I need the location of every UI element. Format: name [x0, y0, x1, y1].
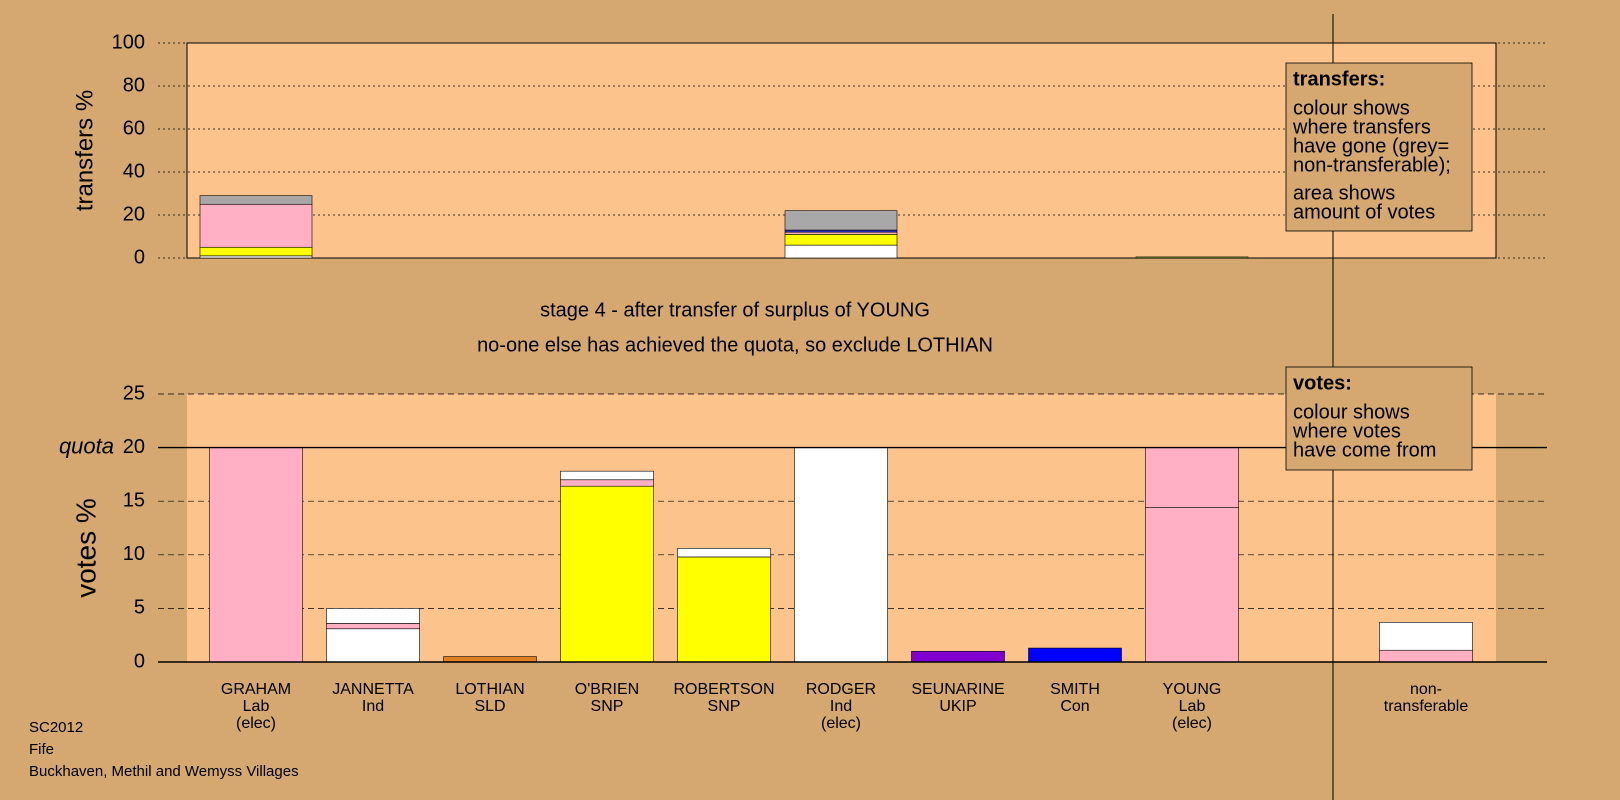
- x-tick-label-line: ROBERTSON: [673, 681, 774, 698]
- x-tick-label-line: LOTHIAN: [455, 681, 524, 698]
- bar-segment: [199, 203, 313, 248]
- footer-text: SC2012: [29, 719, 83, 736]
- x-tick-label-line: transferable: [1384, 698, 1469, 715]
- y-tick-label: 15: [123, 489, 145, 511]
- bar-segment: [560, 479, 654, 487]
- x-tick-label: LOTHIAN SLD: [455, 681, 524, 715]
- x-tick-label-line: SMITH: [1050, 681, 1100, 698]
- annotation-text: where transfers: [1292, 116, 1431, 138]
- x-tick-label-line: (elec): [1172, 715, 1212, 732]
- annotation-title: transfers:: [1293, 68, 1385, 90]
- x-tick-label-line: Lab: [1179, 698, 1206, 715]
- x-tick-label-line: Con: [1060, 698, 1089, 715]
- x-tick-label: JANNETTA Ind: [332, 681, 414, 715]
- y-tick-label: 0: [134, 650, 145, 672]
- bar-segment: [326, 628, 420, 663]
- annotation-text: amount of votes: [1293, 201, 1435, 223]
- footer-text: Fife: [29, 741, 54, 758]
- x-tick-label: non-transferable: [1384, 681, 1469, 715]
- y-tick-label: 0: [134, 246, 145, 268]
- bar-segment: [1379, 622, 1473, 651]
- bar-segment: [794, 447, 888, 663]
- bar-segment: [677, 556, 771, 663]
- x-tick-label-line: JANNETTA: [332, 681, 414, 698]
- bar-segment: [784, 234, 898, 246]
- y-tick-label: 10: [123, 543, 145, 565]
- bar-segment: [560, 470, 654, 481]
- x-tick-label: ROBERTSON SNP: [673, 681, 774, 715]
- bar-segment: [326, 608, 420, 624]
- x-tick-label: YOUNG Lab (elec): [1163, 681, 1222, 732]
- annotation-title: votes:: [1293, 372, 1352, 394]
- y-tick-label: 20: [123, 436, 145, 458]
- bar-segment: [199, 246, 313, 257]
- x-tick-label-line: SNP: [708, 698, 741, 715]
- x-tick-label-line: GRAHAM: [221, 681, 291, 698]
- x-tick-label: SEUNARINE UKIP: [911, 681, 1004, 715]
- x-tick-label-line: Lab: [243, 698, 270, 715]
- bar-segment: [1379, 649, 1473, 663]
- bar-segment: [209, 447, 303, 663]
- bar-segment: [677, 548, 771, 558]
- x-tick-label-line: (elec): [821, 715, 861, 732]
- annotation-text: where votes: [1292, 420, 1401, 442]
- y-axis-label: transfers %: [71, 90, 98, 211]
- footer-text: Buckhaven, Methil and Wemyss Villages: [29, 763, 299, 780]
- y-tick-label: 40: [123, 160, 145, 182]
- x-tick-label-line: O'BRIEN: [575, 681, 639, 698]
- bar-segment: [560, 485, 654, 663]
- bar-segment: [199, 195, 313, 205]
- x-tick-label-line: non-: [1410, 681, 1442, 698]
- annotation-text: non-transferable);: [1293, 154, 1451, 176]
- bar-segment: [326, 623, 420, 630]
- bar-segment: [911, 650, 1005, 663]
- bar-segment: [784, 244, 898, 259]
- x-tick-label-line: RODGER: [806, 681, 876, 698]
- x-tick-label: O'BRIEN SNP: [575, 681, 639, 715]
- bar-segment: [784, 229, 898, 233]
- subtitle: no-one else has achieved the quota, so e…: [477, 334, 993, 356]
- annotation-text: area shows: [1293, 182, 1395, 204]
- annotation-box: [1285, 366, 1473, 471]
- x-tick-label-line: SNP: [591, 698, 624, 715]
- y-tick-label: 60: [123, 117, 145, 139]
- x-tick-label-line: UKIP: [939, 698, 976, 715]
- y-tick-label: 100: [112, 31, 145, 53]
- x-tick-label-line: Ind: [830, 698, 852, 715]
- x-tick-label-line: SLD: [474, 698, 505, 715]
- x-tick-label-line: Ind: [362, 698, 384, 715]
- y-tick-label: 25: [123, 382, 145, 404]
- bar-segment: [1135, 256, 1249, 259]
- annotation-box: [1285, 62, 1473, 232]
- x-tick-label-line: YOUNG: [1163, 681, 1222, 698]
- y-tick-label: 20: [123, 203, 145, 225]
- x-tick-label-line: SEUNARINE: [911, 681, 1004, 698]
- bar-segment: [784, 210, 898, 231]
- subtitle: stage 4 - after transfer of surplus of Y…: [540, 299, 930, 321]
- bar-segment: [1145, 447, 1239, 508]
- y-tick-label: 80: [123, 74, 145, 96]
- bar-segment: [1028, 647, 1122, 663]
- bar-segment: [443, 656, 537, 663]
- bar-segment: [784, 231, 898, 235]
- x-tick-label: SMITH Con: [1050, 681, 1100, 715]
- quota-label: quota: [59, 433, 114, 458]
- bar-segment: [1145, 507, 1239, 663]
- x-tick-label: GRAHAM Lab (elec): [221, 681, 291, 732]
- annotation-text: have come from: [1293, 439, 1436, 461]
- y-tick-label: 5: [134, 597, 145, 619]
- annotation-text: colour shows: [1293, 401, 1410, 423]
- x-tick-label: RODGER Ind (elec): [806, 681, 876, 732]
- bar-segment: [199, 255, 313, 259]
- annotation-text: have gone (grey=: [1293, 135, 1449, 157]
- x-tick-label-line: (elec): [236, 715, 276, 732]
- y-axis-label: votes %: [70, 498, 101, 598]
- annotation-text: colour shows: [1293, 97, 1410, 119]
